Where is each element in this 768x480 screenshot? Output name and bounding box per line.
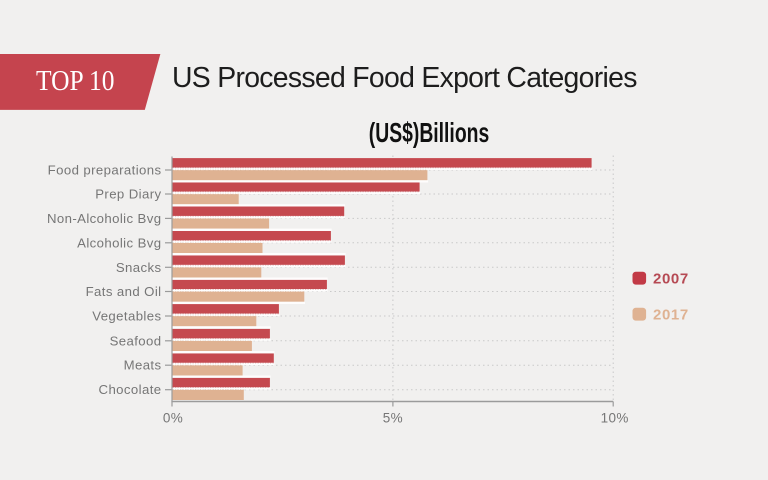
svg-text:Alcoholic Bvg: Alcoholic Bvg — [77, 235, 161, 250]
svg-text:Chocolate: Chocolate — [99, 382, 162, 397]
svg-text:10%: 10% — [601, 411, 629, 426]
svg-text:2007: 2007 — [653, 271, 689, 288]
svg-text:5%: 5% — [383, 411, 403, 426]
svg-text:Snacks: Snacks — [116, 260, 162, 275]
svg-text:Prep Diary: Prep Diary — [95, 187, 161, 202]
svg-text:2017: 2017 — [653, 307, 689, 324]
svg-text:Vegetables: Vegetables — [92, 309, 161, 324]
svg-text:0%: 0% — [163, 411, 183, 426]
svg-text:Food preparations: Food preparations — [48, 163, 162, 178]
svg-text:Meats: Meats — [124, 358, 162, 373]
svg-text:Non-Alcoholic Bvg: Non-Alcoholic Bvg — [47, 211, 162, 226]
svg-text:Seafood: Seafood — [110, 333, 162, 348]
svg-text:Fats and Oil: Fats and Oil — [86, 284, 162, 299]
